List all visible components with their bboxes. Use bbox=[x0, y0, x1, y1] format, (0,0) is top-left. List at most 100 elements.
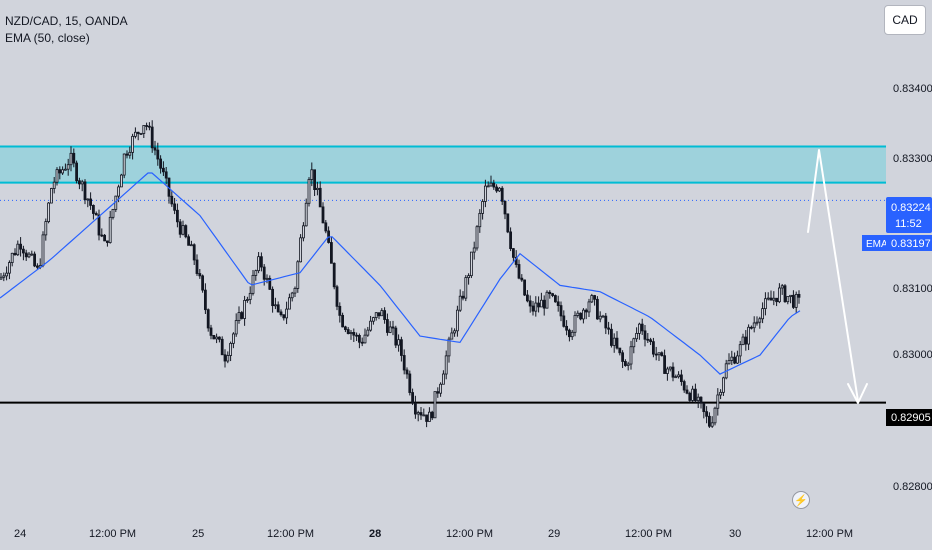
candle-body bbox=[89, 198, 92, 206]
candle-body bbox=[147, 125, 151, 128]
candle-body bbox=[58, 169, 62, 174]
candle-body bbox=[621, 352, 624, 362]
candle-body bbox=[674, 376, 678, 379]
candle-body bbox=[184, 225, 188, 238]
candle-body bbox=[106, 240, 109, 243]
candle-body bbox=[526, 294, 529, 302]
candle-body bbox=[500, 187, 504, 202]
candle-body bbox=[52, 181, 56, 189]
candle-body bbox=[215, 336, 219, 340]
candle-body bbox=[495, 186, 499, 192]
candle-body bbox=[61, 169, 64, 174]
candle-body bbox=[738, 344, 742, 357]
candle-body bbox=[540, 299, 543, 308]
projection-arrow[interactable] bbox=[807, 149, 868, 404]
candle-body bbox=[652, 341, 655, 355]
candle-body bbox=[413, 402, 417, 415]
candle-body bbox=[44, 221, 48, 236]
candle-body bbox=[349, 332, 353, 335]
candle-body bbox=[385, 319, 389, 333]
candle-body bbox=[231, 333, 235, 344]
countdown-label: 11:52 bbox=[895, 218, 922, 230]
candle-body bbox=[111, 208, 115, 218]
symbol-title: NZD/CAD, 15, OANDA bbox=[5, 14, 128, 28]
candle-body bbox=[338, 305, 342, 316]
candle-body bbox=[596, 298, 599, 320]
candle-body bbox=[775, 297, 778, 303]
candle-body bbox=[69, 152, 73, 166]
candle-body bbox=[663, 355, 666, 374]
candle-body bbox=[778, 287, 781, 303]
candle-body bbox=[296, 261, 300, 289]
candle-body bbox=[528, 300, 532, 307]
candle-body bbox=[78, 180, 81, 185]
candle-body bbox=[41, 234, 45, 266]
candle-body bbox=[175, 209, 179, 223]
candle-body bbox=[97, 214, 101, 236]
candle-body bbox=[758, 318, 762, 323]
candle-body bbox=[786, 296, 790, 303]
candle-body bbox=[506, 213, 510, 233]
candle-body bbox=[469, 251, 473, 277]
candle-body bbox=[523, 279, 526, 296]
candle-body bbox=[377, 312, 381, 317]
candle-body bbox=[192, 244, 196, 261]
ema-line[interactable] bbox=[0, 172, 801, 375]
candle-body bbox=[439, 383, 443, 394]
candle-body bbox=[329, 242, 333, 264]
candle-body bbox=[273, 304, 277, 307]
x-tick: 29 bbox=[548, 528, 560, 540]
candle-body bbox=[117, 186, 120, 197]
ema-value-label: 0.83197 bbox=[891, 238, 931, 250]
candle-body bbox=[80, 181, 84, 185]
candle-body bbox=[682, 381, 686, 391]
candle-body bbox=[461, 295, 465, 299]
last-price-tag[interactable]: 0.83224 11:52 bbox=[886, 197, 932, 233]
candle-body bbox=[624, 361, 627, 366]
candle-body bbox=[792, 294, 795, 308]
candle-body bbox=[509, 231, 513, 249]
currency-button[interactable]: CAD bbox=[884, 5, 926, 35]
candle-body bbox=[638, 323, 641, 334]
candle-body bbox=[478, 212, 482, 228]
candle-body bbox=[19, 243, 23, 250]
support-price-tag[interactable]: 0.82905 bbox=[886, 409, 932, 426]
candle-body bbox=[618, 347, 622, 354]
candle-body bbox=[584, 309, 588, 313]
candle-body bbox=[55, 169, 59, 183]
candle-body bbox=[343, 326, 347, 330]
candle-body bbox=[755, 321, 759, 324]
ema-price-tag[interactable]: EMA 0.83197 bbox=[862, 235, 932, 251]
candle-body bbox=[139, 133, 143, 135]
candle-body bbox=[335, 286, 339, 307]
candle-body bbox=[464, 277, 468, 299]
candle-body bbox=[430, 411, 434, 419]
candle-body bbox=[436, 391, 440, 394]
candle-body bbox=[554, 295, 557, 303]
candle-body bbox=[366, 329, 370, 336]
candle-body bbox=[761, 308, 764, 320]
candle-body bbox=[556, 301, 560, 306]
time-axis[interactable]: 24 12:00 PM 25 12:00 PM 28 12:00 PM 29 1… bbox=[14, 528, 853, 540]
resistance-zone[interactable] bbox=[0, 146, 886, 183]
candle-body bbox=[170, 195, 174, 205]
candle-body bbox=[444, 355, 448, 375]
x-tick: 12:00 PM bbox=[446, 528, 493, 540]
candle-body bbox=[601, 315, 605, 318]
candle-body bbox=[545, 291, 549, 309]
candle-body bbox=[450, 332, 454, 340]
candle-body bbox=[92, 204, 95, 214]
indicator-legend[interactable]: EMA (50, close) bbox=[5, 31, 90, 45]
candle-body bbox=[374, 312, 378, 318]
candle-body bbox=[643, 330, 647, 340]
candle-body bbox=[21, 248, 25, 254]
candle-body bbox=[531, 305, 535, 312]
price-axis[interactable]: 0.83400 0.83300 0.83100 0.83000 0.82800 bbox=[893, 83, 932, 493]
candle-body bbox=[352, 332, 356, 336]
candle-body bbox=[203, 289, 207, 311]
candle-body bbox=[212, 335, 216, 340]
candle-body bbox=[741, 336, 745, 346]
candle-body bbox=[780, 285, 784, 289]
lightning-icon[interactable]: ⚡ bbox=[792, 491, 810, 509]
